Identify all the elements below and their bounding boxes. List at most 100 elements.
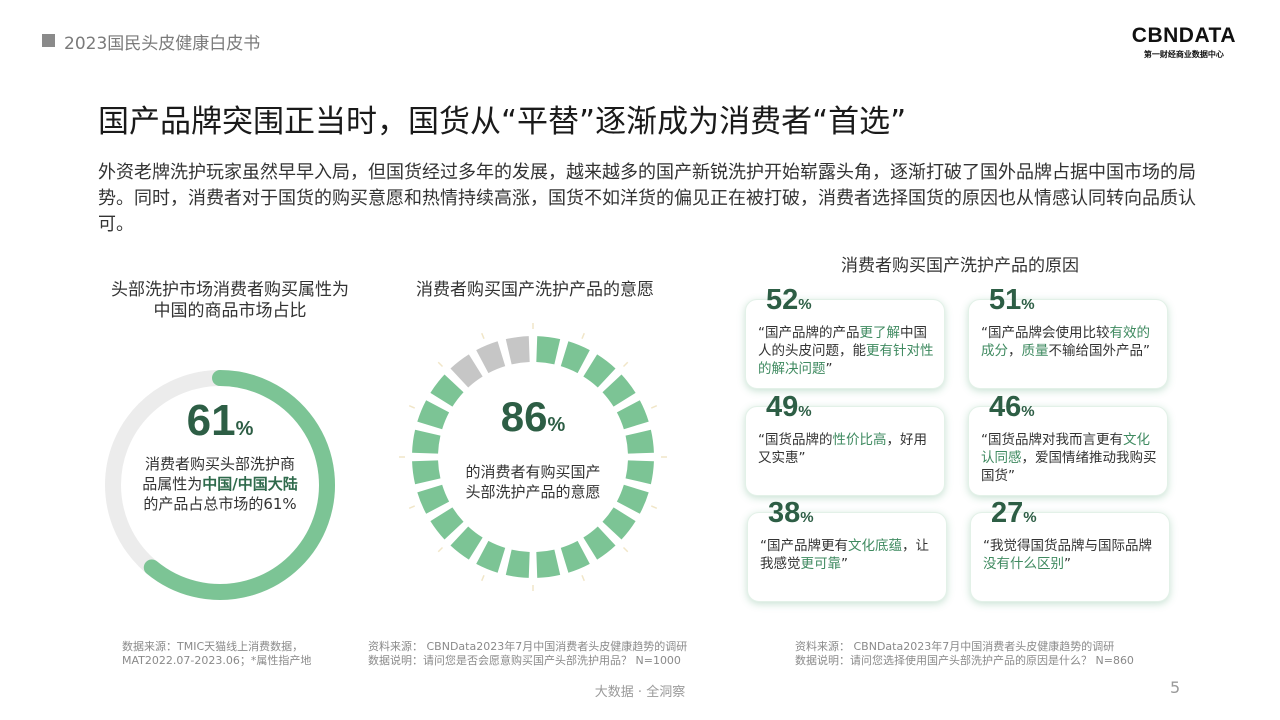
page-number: 5 bbox=[1170, 678, 1181, 697]
reason-card-pct-unit: % bbox=[1023, 509, 1037, 526]
reason-card-highlight: 没有什么区别 bbox=[983, 556, 1064, 572]
reason-card-percentage: 27% bbox=[991, 497, 1037, 530]
chart3-title: 消费者购买国产洗护产品的原因 bbox=[841, 256, 1079, 276]
chart1-desc-line3: 的产品占总市场的61% bbox=[143, 495, 297, 513]
intro-paragraph: 外资老牌洗护玩家虽然早早入局，但国货经过多年的发展，越来越多的国产新锐洗护开始崭… bbox=[98, 162, 1196, 235]
reason-card-segment: “国产品牌更有 bbox=[760, 538, 848, 554]
chart2-tick bbox=[481, 574, 485, 582]
chart2-tick bbox=[650, 405, 658, 409]
reason-card-pct-unit: % bbox=[800, 509, 814, 526]
chart2-tick bbox=[622, 546, 629, 553]
chart2-title: 消费者购买国产洗护产品的意愿 bbox=[416, 280, 654, 300]
reason-card-highlight: 性价比高 bbox=[832, 432, 887, 448]
reason-card: 51% “国产品牌会使用比较有效的成分，质量不输给国外产品” bbox=[968, 284, 1168, 389]
reason-card-text: “我觉得国货品牌与国际品牌没有什么区别” bbox=[983, 537, 1163, 573]
chart3-source-line2: 数据说明：请问您选择使用国产头部洗护产品的原因是什么？ N=860 bbox=[795, 654, 1134, 667]
chart1-desc-line2a: 品属性为 bbox=[142, 475, 203, 493]
reason-card: 52% “国产品牌的产品更了解中国人的头皮问题，能更有针对性的解决问题” bbox=[745, 284, 945, 389]
chart2-segment-willing bbox=[417, 400, 450, 430]
chart2-percentage: 86% bbox=[463, 393, 603, 441]
chart1-desc-line1: 消费者购买头部洗护商 bbox=[144, 455, 295, 473]
reason-card-segment: ” bbox=[825, 361, 833, 377]
chart2-description: 的消费者有购买国产 头部洗护产品的意愿 bbox=[443, 462, 623, 502]
chart2-segment-willing bbox=[616, 484, 649, 514]
reason-card-highlight: 文化底蕴 bbox=[848, 538, 902, 554]
chart2-segments bbox=[412, 336, 654, 578]
chart1-desc-highlight: 中国/中国大陆 bbox=[202, 475, 298, 493]
reason-card-text: “国产品牌的产品更了解中国人的头皮问题，能更有针对性的解决问题” bbox=[758, 324, 938, 378]
chart2-desc-line1: 的消费者有购买国产 bbox=[465, 463, 601, 481]
reason-card: 49% “国货品牌的性价比高，好用又实惠” bbox=[745, 391, 945, 496]
chart2-segment-willing bbox=[536, 336, 561, 365]
chart2-segment-willing bbox=[430, 507, 464, 540]
chart1-title: 头部洗护市场消费者购买属性为 中国的商品市场占比 bbox=[90, 280, 370, 322]
chart1-title-line2: 中国的商品市场占比 bbox=[153, 301, 307, 321]
reason-card-highlight: 有效的成分 bbox=[981, 325, 1150, 359]
reason-card: 27% “我觉得国货品牌与国际品牌没有什么区别” bbox=[970, 497, 1170, 602]
chart1-value-arc bbox=[143, 370, 335, 600]
chart2-segment-willing bbox=[602, 374, 636, 407]
reason-card-segment: “国货品牌的 bbox=[758, 432, 833, 448]
reason-card-percentage: 51% bbox=[989, 284, 1035, 317]
reason-card-text: “国产品牌会使用比较有效的成分，质量不输给国外产品” bbox=[981, 324, 1161, 360]
chart2-source-line1: 资料来源： CBNData2023年7月中国消费者头皮健康趋势的调研 bbox=[368, 640, 688, 653]
logo-subtitle: 第一财经商业数据中心 bbox=[1143, 50, 1224, 59]
chart2-segment-willing bbox=[412, 429, 441, 454]
chart1-description: 消费者购买头部洗护商 品属性为中国/中国大陆 的产品占总市场的61% bbox=[120, 454, 320, 514]
reason-card-segment: ，爱国情绪推动我购买国货” bbox=[981, 450, 1157, 484]
chart2-segment-willing bbox=[560, 341, 590, 374]
reason-card-pct-value: 46 bbox=[989, 391, 1022, 423]
chart2-tick bbox=[481, 332, 485, 340]
chart2-tick bbox=[650, 505, 658, 509]
chart1-pct-unit: % bbox=[235, 418, 254, 440]
chart2-segment-willing bbox=[616, 400, 649, 430]
chart2-segment-willing bbox=[412, 460, 441, 485]
chart2-source-line2: 数据说明：请问您是否会愿意购买国产头部洗护用品？ N=1000 bbox=[368, 654, 681, 667]
chart3-source-line1: 资料来源： CBNData2023年7月中国消费者头皮健康趋势的调研 bbox=[795, 640, 1115, 653]
chart2-tick bbox=[437, 546, 444, 553]
reason-card-pct-value: 27 bbox=[991, 497, 1024, 529]
chart2-pct-unit: % bbox=[547, 414, 566, 436]
page-title: 国产品牌突围正当时，国货从“平替”逐渐成为消费者“首选” bbox=[98, 104, 907, 140]
reason-card-pct-unit: % bbox=[798, 296, 812, 313]
reason-card-percentage: 38% bbox=[768, 497, 814, 530]
chart1-percentage: 61% bbox=[150, 396, 290, 446]
chart2-segment-willing bbox=[583, 526, 616, 560]
chart2-segment-other bbox=[476, 341, 506, 374]
reason-card: 46% “国货品牌对我而言更有文化认同感，爱国情绪推动我购买国货” bbox=[968, 391, 1168, 496]
chart2-segment-willing bbox=[602, 507, 636, 540]
chart2-source: 资料来源： CBNData2023年7月中国消费者头皮健康趋势的调研 数据说明：… bbox=[368, 640, 687, 668]
chart2-tick-marks bbox=[399, 323, 667, 591]
chart2-pct-value: 86 bbox=[500, 393, 548, 440]
chart2-segment-willing bbox=[625, 460, 654, 485]
chart2-desc-line2: 头部洗护产品的意愿 bbox=[465, 483, 601, 501]
chart2-segment-other bbox=[505, 336, 530, 365]
chart2-tick bbox=[622, 361, 629, 368]
reason-card-segment: “国货品牌对我而言更有 bbox=[981, 432, 1123, 448]
reason-card-pct-value: 49 bbox=[766, 391, 799, 423]
chart2-segment-other bbox=[450, 354, 483, 388]
reason-card-highlight: 更了解 bbox=[859, 325, 901, 341]
chart2-segment-willing bbox=[417, 484, 450, 514]
chart2-tick bbox=[437, 361, 444, 368]
chart2-tick bbox=[581, 332, 585, 340]
cbndata-logo: CBNDATA 第一财经商业数据中心 bbox=[1132, 24, 1236, 60]
reason-card-pct-unit: % bbox=[798, 403, 812, 420]
reason-card-segment: 中国人的头皮问题，能 bbox=[758, 325, 927, 359]
reason-card-pct-value: 52 bbox=[766, 284, 799, 316]
chart2-segment-willing bbox=[476, 540, 506, 573]
chart1-donut bbox=[105, 370, 335, 600]
reason-card-segment: ” bbox=[841, 556, 848, 572]
reason-card-segment: “国产品牌会使用比较 bbox=[981, 325, 1110, 341]
chart2-segment-willing bbox=[625, 429, 654, 454]
chart2-segment-willing bbox=[560, 540, 590, 573]
report-title: 2023国民头皮健康白皮书 bbox=[64, 34, 261, 54]
reason-card-segment: “国产品牌的产品 bbox=[758, 325, 860, 341]
chart2-segment-willing bbox=[505, 549, 530, 578]
reason-card-segment: ， bbox=[1008, 343, 1022, 359]
reason-card-text: “国货品牌对我而言更有文化认同感，爱国情绪推动我购买国货” bbox=[981, 431, 1161, 485]
reason-card-text: “国产品牌更有文化底蕴，让我感觉更可靠” bbox=[760, 537, 940, 573]
reason-card-highlight: 文化认同感 bbox=[981, 432, 1150, 466]
footer-slogan: 大数据 · 全洞察 bbox=[594, 685, 686, 700]
reason-card-percentage: 46% bbox=[989, 391, 1035, 424]
